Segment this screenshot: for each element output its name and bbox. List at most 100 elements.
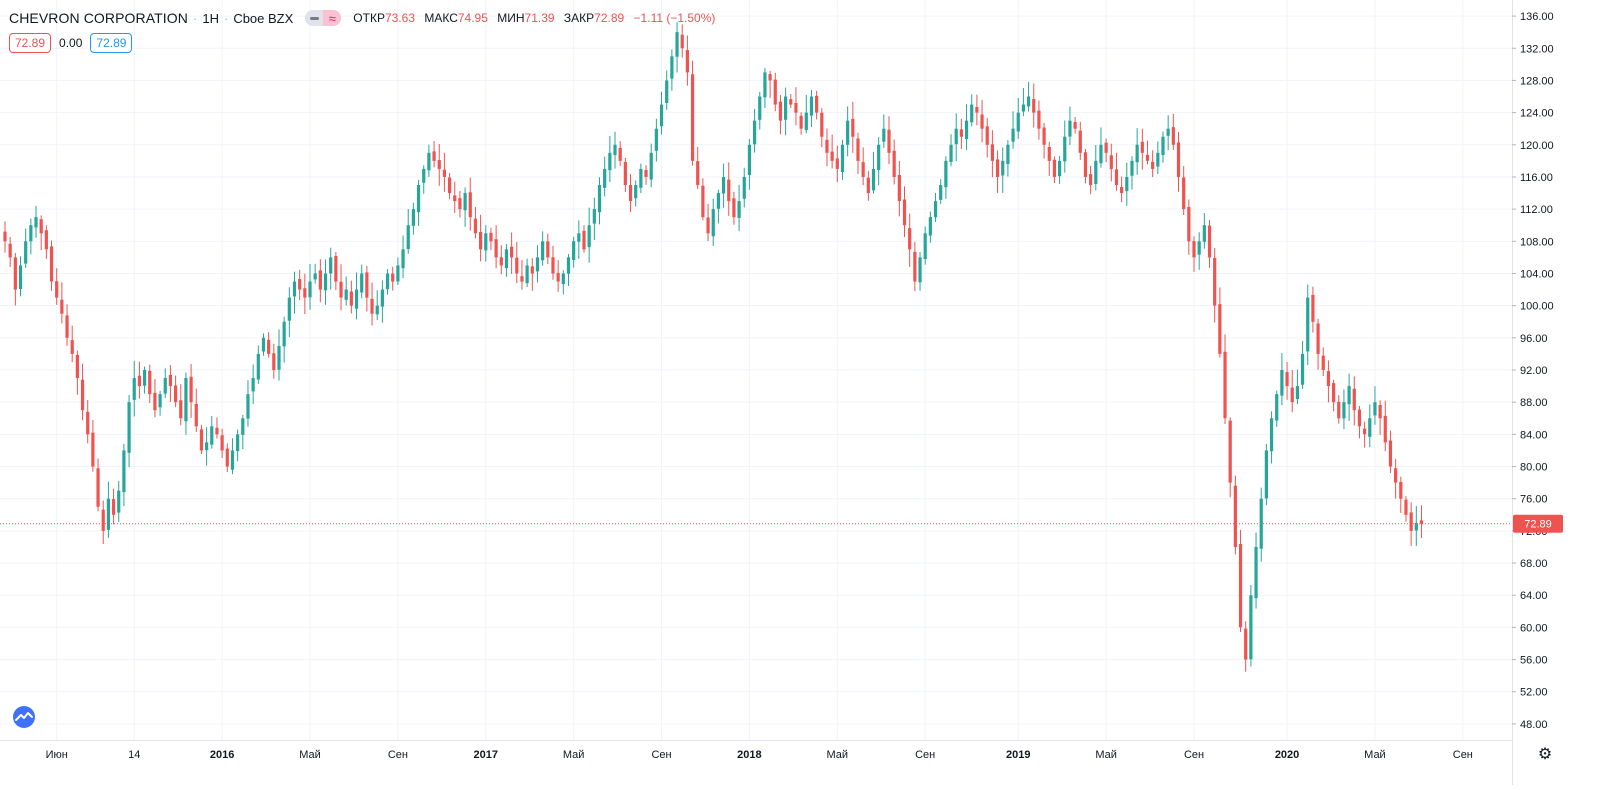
- candle-body[interactable]: [778, 101, 783, 121]
- candle-body[interactable]: [1321, 355, 1325, 370]
- candle-body[interactable]: [1285, 372, 1289, 387]
- candle-body[interactable]: [1171, 127, 1175, 145]
- candle-body[interactable]: [427, 152, 431, 171]
- candle-body[interactable]: [659, 104, 664, 127]
- interval-label[interactable]: 1Н: [202, 10, 219, 26]
- candle-body[interactable]: [1192, 241, 1196, 258]
- candle-body[interactable]: [1347, 386, 1351, 405]
- candle-body[interactable]: [696, 161, 700, 185]
- candle-body[interactable]: [613, 144, 617, 156]
- candle-body[interactable]: [453, 195, 457, 202]
- candle-body[interactable]: [484, 233, 488, 251]
- candle-body[interactable]: [846, 120, 850, 145]
- candle-body[interactable]: [1197, 241, 1201, 255]
- candle-body[interactable]: [215, 427, 219, 435]
- candle-body[interactable]: [587, 225, 591, 248]
- candle-body[interactable]: [49, 246, 54, 282]
- candle-body[interactable]: [1311, 294, 1315, 322]
- candle-body[interactable]: [1223, 351, 1227, 419]
- candle-body[interactable]: [970, 104, 974, 123]
- candle-body[interactable]: [225, 448, 229, 467]
- candle-body[interactable]: [1145, 154, 1150, 161]
- candle-body[interactable]: [634, 185, 638, 199]
- candle-body[interactable]: [308, 281, 312, 298]
- candle-body[interactable]: [603, 168, 607, 188]
- candle-body[interactable]: [80, 379, 85, 411]
- candle-body[interactable]: [654, 128, 658, 151]
- candle-body[interactable]: [142, 370, 147, 386]
- candle-body[interactable]: [447, 177, 452, 194]
- candle-body[interactable]: [954, 128, 958, 145]
- candle-body[interactable]: [179, 400, 183, 419]
- candle-body[interactable]: [210, 426, 214, 445]
- candle-body[interactable]: [861, 162, 865, 177]
- candle-body[interactable]: [339, 281, 343, 298]
- candle-body[interactable]: [489, 232, 493, 242]
- candle-body[interactable]: [1228, 420, 1232, 483]
- candle-body[interactable]: [1275, 394, 1279, 421]
- candle-body[interactable]: [1001, 160, 1005, 176]
- candle-body[interactable]: [70, 340, 74, 354]
- candle-body[interactable]: [406, 225, 410, 250]
- candle-body[interactable]: [122, 450, 126, 493]
- candle-body[interactable]: [566, 257, 571, 274]
- candle-body[interactable]: [768, 74, 772, 81]
- candle-body[interactable]: [396, 265, 400, 282]
- candle-body[interactable]: [515, 257, 519, 274]
- candle-body[interactable]: [556, 272, 560, 282]
- candle-body[interactable]: [1078, 130, 1082, 153]
- candle-body[interactable]: [1063, 136, 1067, 162]
- candle-body[interactable]: [117, 490, 121, 513]
- candle-body[interactable]: [939, 185, 943, 200]
- candle-body[interactable]: [1083, 152, 1088, 177]
- candle-body[interactable]: [975, 106, 979, 113]
- candle-body[interactable]: [473, 218, 478, 234]
- candle-body[interactable]: [344, 289, 348, 300]
- candle-body[interactable]: [189, 376, 193, 403]
- candle-body[interactable]: [432, 151, 436, 161]
- candle-body[interactable]: [701, 185, 705, 218]
- candle-body[interactable]: [789, 99, 793, 105]
- candle-body[interactable]: [804, 112, 808, 131]
- candle-body[interactable]: [784, 96, 788, 120]
- candle-body[interactable]: [261, 337, 266, 352]
- candle-body[interactable]: [1373, 402, 1377, 416]
- candle-body[interactable]: [985, 126, 989, 145]
- candle-body[interactable]: [96, 468, 100, 507]
- candle-body[interactable]: [55, 281, 59, 298]
- candle-body[interactable]: [840, 144, 845, 173]
- candle-body[interactable]: [510, 246, 514, 258]
- candle-body[interactable]: [1352, 388, 1356, 411]
- candle-body[interactable]: [908, 228, 912, 250]
- candle-body[interactable]: [1047, 146, 1051, 161]
- candle-body[interactable]: [727, 179, 731, 202]
- candle-body[interactable]: [323, 273, 328, 291]
- candle-body[interactable]: [913, 251, 917, 282]
- candle-body[interactable]: [1016, 112, 1020, 132]
- candle-body[interactable]: [416, 185, 421, 213]
- candle-body[interactable]: [592, 209, 596, 224]
- candle-body[interactable]: [173, 385, 178, 403]
- candle-body[interactable]: [752, 120, 757, 145]
- candle-body[interactable]: [670, 56, 674, 79]
- candle-body[interactable]: [1114, 169, 1119, 185]
- candle-body[interactable]: [897, 174, 901, 202]
- candle-body[interactable]: [809, 96, 814, 116]
- candle-body[interactable]: [1414, 522, 1418, 531]
- candle-body[interactable]: [675, 32, 679, 57]
- candle-body[interactable]: [541, 241, 545, 261]
- candle-body[interactable]: [360, 273, 364, 293]
- candle-body[interactable]: [628, 185, 633, 202]
- candle-body[interactable]: [91, 432, 95, 467]
- candle-body[interactable]: [504, 249, 509, 269]
- candle-body[interactable]: [572, 241, 576, 260]
- candle-body[interactable]: [1156, 152, 1160, 167]
- candle-body[interactable]: [525, 265, 529, 284]
- candle-body[interactable]: [773, 79, 777, 105]
- candle-body[interactable]: [292, 281, 297, 297]
- candle-body[interactable]: [1259, 498, 1263, 549]
- candle-body[interactable]: [721, 176, 726, 194]
- candle-body[interactable]: [44, 230, 48, 250]
- candle-body[interactable]: [411, 209, 416, 226]
